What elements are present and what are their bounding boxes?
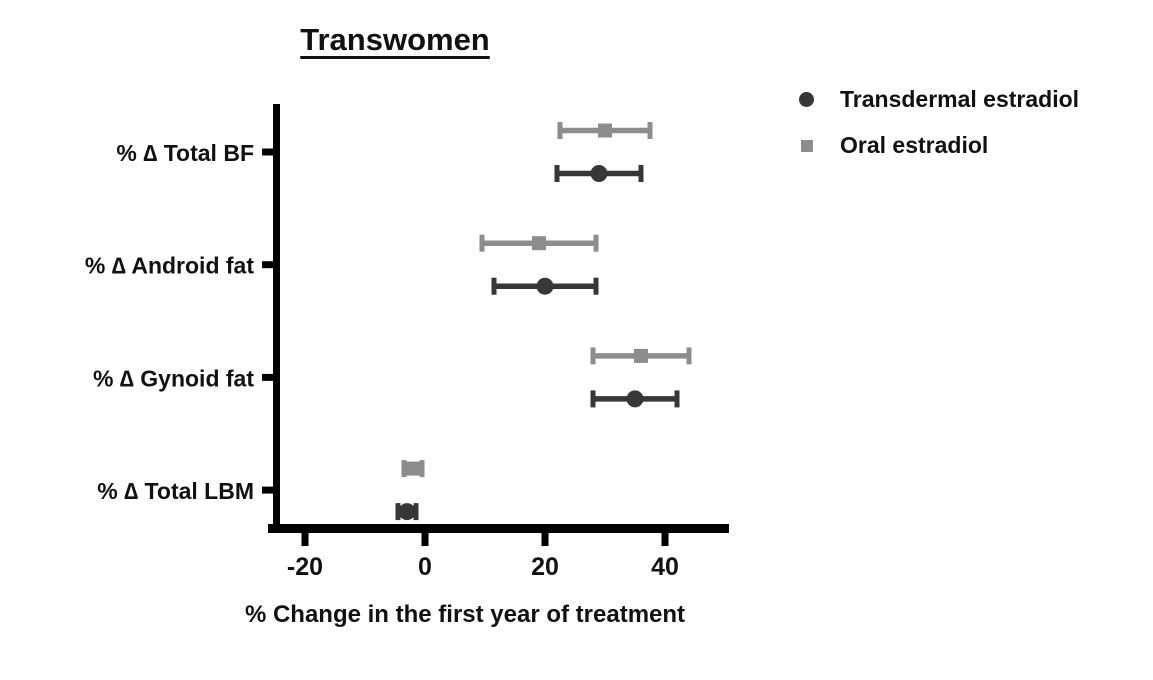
data-point-square bbox=[406, 461, 420, 476]
legend: Transdermal estradiol Oral estradiol bbox=[799, 86, 1079, 159]
chart-title: Transwomen bbox=[300, 22, 490, 57]
category-label: % ∆ Total BF bbox=[116, 140, 254, 166]
data-point-circle bbox=[590, 165, 608, 182]
x-tick-label: 20 bbox=[531, 553, 559, 581]
data-point-square bbox=[598, 123, 612, 138]
x-axis-title: % Change in the first year of treatment bbox=[244, 601, 686, 628]
legend-label: Oral estradiol bbox=[840, 132, 989, 158]
category-label: % ∆ Total LBM bbox=[97, 478, 254, 504]
x-tick-label: 40 bbox=[651, 553, 679, 581]
circle-marker-icon bbox=[799, 92, 814, 107]
legend-label: Transdermal estradiol bbox=[840, 86, 1080, 112]
square-marker-icon bbox=[800, 139, 813, 152]
data-point-square bbox=[634, 348, 648, 363]
x-tick-label: -20 bbox=[287, 553, 323, 581]
data-point-circle bbox=[398, 503, 416, 521]
category-label: % ∆ Gynoid fat bbox=[93, 365, 254, 391]
legend-item-transdermal: Transdermal estradiol bbox=[799, 86, 1079, 113]
legend-item-oral: Oral estradiol bbox=[799, 132, 1079, 159]
data-point-circle bbox=[536, 277, 554, 295]
data-point-circle bbox=[626, 390, 644, 408]
x-tick-label: 0 bbox=[418, 553, 432, 581]
category-label: % ∆ Android fat bbox=[85, 253, 254, 279]
data-point-square bbox=[532, 236, 546, 251]
